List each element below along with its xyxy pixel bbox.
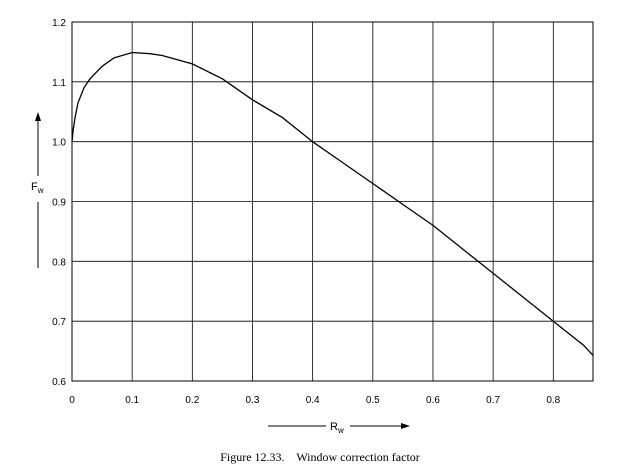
y-tick-label: 0.9: [52, 198, 66, 209]
x-tick-label: 0: [69, 395, 75, 406]
x-tick-label: 0.2: [185, 395, 199, 406]
x-tick-label: 0.3: [246, 395, 260, 406]
series-line: [71, 51, 594, 356]
x-tick-label: 0.7: [486, 395, 500, 406]
figure-caption: Figure 12.33. Window correction factor: [220, 450, 420, 464]
y-axis-label: Fw: [31, 181, 44, 195]
x-axis-label: Rw: [330, 421, 344, 435]
y-tick-label: 1.0: [52, 138, 66, 149]
y-tick-label: 0.7: [52, 317, 66, 328]
x-tick-label: 0.5: [366, 395, 380, 406]
grid: [71, 21, 593, 382]
y-tick-label: 1.2: [52, 18, 66, 29]
x-tick-label: 0.1: [125, 395, 139, 406]
plot-frame: [71, 21, 594, 382]
x-tick-labels: 0 0.1 0.2 0.3 0.4 0.5 0.6 0.7 0.8: [69, 395, 560, 406]
x-tick-label: 0.4: [306, 395, 320, 406]
x-tick-label: 0.6: [426, 395, 440, 406]
y-tick-label: 0.8: [52, 257, 66, 268]
y-tick-label: 0.6: [52, 377, 66, 388]
y-tick-label: 1.1: [52, 78, 66, 89]
y-tick-labels: 0.6 0.7 0.8 0.9 1.0 1.1 1.2: [52, 18, 66, 388]
x-tick-label: 0.8: [546, 395, 560, 406]
y-axis-arrow-head: [35, 112, 41, 121]
x-axis-arrow-head: [401, 423, 410, 429]
